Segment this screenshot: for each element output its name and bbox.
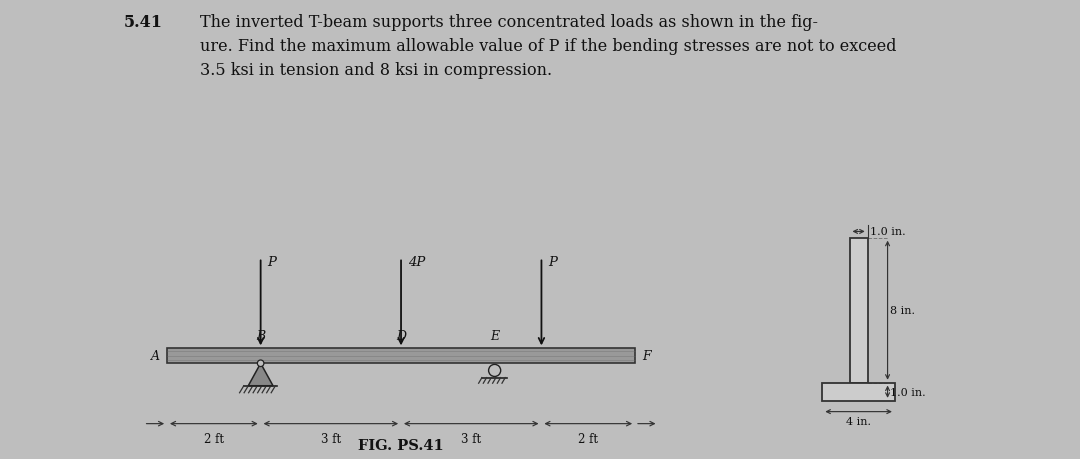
Text: 8 in.: 8 in.: [890, 306, 915, 315]
Text: 4 in.: 4 in.: [846, 416, 872, 425]
Text: 3 ft: 3 ft: [321, 432, 341, 445]
Text: B: B: [256, 330, 266, 342]
Bar: [850, 238, 867, 383]
Text: D: D: [396, 330, 406, 342]
Text: FIG. PS.41: FIG. PS.41: [359, 438, 444, 452]
Text: 4P: 4P: [408, 256, 426, 269]
Text: 2 ft: 2 ft: [578, 432, 598, 445]
Text: A: A: [151, 349, 160, 363]
Bar: [822, 383, 895, 401]
Text: 1.0 in.: 1.0 in.: [870, 227, 906, 237]
Circle shape: [257, 360, 264, 367]
Text: 3 ft: 3 ft: [461, 432, 482, 445]
Polygon shape: [248, 364, 273, 386]
Text: P: P: [549, 256, 557, 269]
Text: E: E: [490, 330, 499, 342]
Text: 2 ft: 2 ft: [204, 432, 224, 445]
Bar: [167, 348, 635, 364]
Text: P: P: [268, 256, 276, 269]
Text: 1.0 in.: 1.0 in.: [890, 387, 926, 397]
Text: F: F: [642, 349, 650, 363]
Text: 5.41: 5.41: [124, 14, 163, 31]
Text: The inverted T-beam supports three concentrated loads as shown in the fig-
ure. : The inverted T-beam supports three conce…: [200, 14, 896, 79]
Circle shape: [488, 364, 501, 377]
